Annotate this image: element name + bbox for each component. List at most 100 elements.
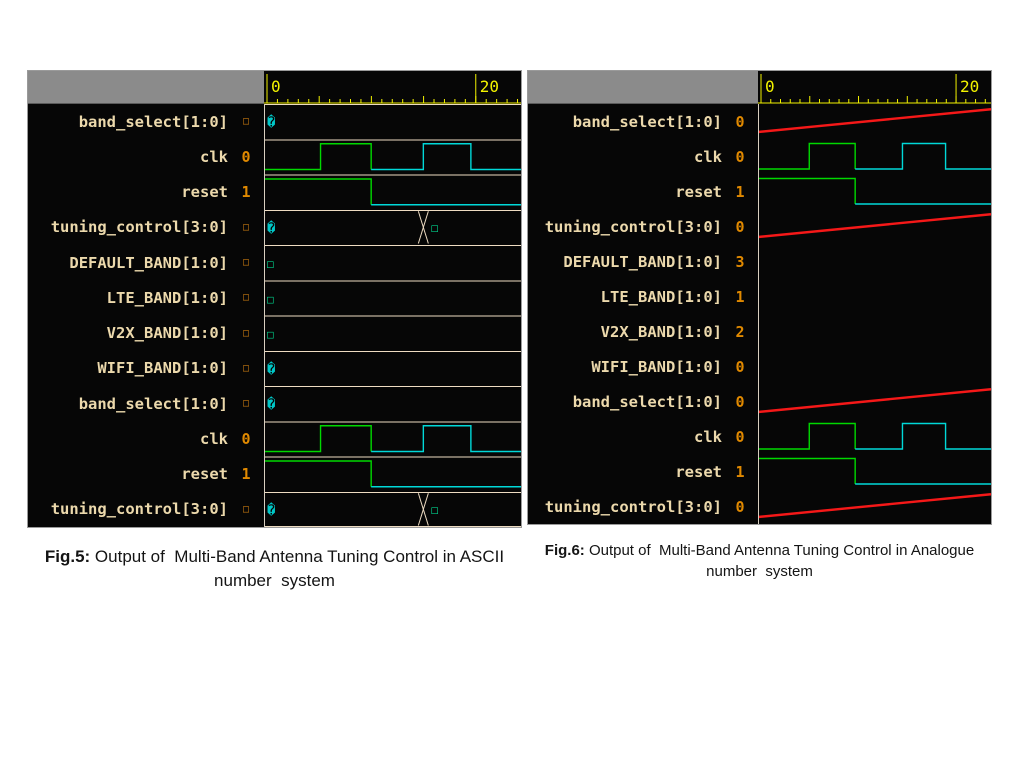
signal-row[interactable]: band_select[1:0] 0 bbox=[528, 384, 758, 419]
signal-name: LTE_BAND[1:0] bbox=[600, 287, 722, 306]
signal-row[interactable]: LTE_BAND[1:0] 1 bbox=[528, 279, 758, 314]
signal-row[interactable]: V2X_BAND[1:0] □ bbox=[28, 316, 264, 351]
signal-value: 1 bbox=[735, 182, 745, 201]
signal-row[interactable]: band_select[1:0] □ bbox=[28, 104, 264, 139]
signal-row[interactable]: band_select[1:0] □ bbox=[28, 386, 264, 421]
signal-name: clk bbox=[200, 147, 228, 166]
signal-row[interactable]: tuning_control[3:0] □ bbox=[28, 492, 264, 527]
wave-bus: □ bbox=[267, 328, 274, 341]
signal-value: 0 bbox=[735, 217, 745, 236]
wave-ramp bbox=[758, 493, 991, 519]
names-header bbox=[28, 71, 264, 104]
wave-ramp bbox=[758, 108, 991, 134]
signal-name: V2X_BAND[1:0] bbox=[106, 324, 228, 343]
signal-value: 0 bbox=[735, 427, 745, 446]
signal-value: 2 bbox=[735, 322, 745, 341]
wave-step bbox=[264, 460, 521, 488]
signal-name: tuning_control[3:0] bbox=[544, 217, 722, 236]
svg-text:0: 0 bbox=[271, 77, 281, 96]
signal-row[interactable]: band_select[1:0] 0 bbox=[528, 104, 758, 139]
signal-name: tuning_control[3:0] bbox=[544, 497, 722, 516]
signal-value: □ bbox=[242, 398, 250, 410]
fig6-caption: Fig.6: Output of Multi-Band Antenna Tuni… bbox=[527, 540, 992, 582]
signal-value: □ bbox=[242, 503, 250, 515]
wave-bus: □� bbox=[267, 211, 438, 244]
fig6-caption-label: Fig.6: bbox=[544, 542, 585, 559]
fig6-caption-line1: Output of Multi-Band Antenna Tuning Cont… bbox=[584, 542, 975, 559]
signal-value: □ bbox=[242, 362, 250, 374]
signal-name: V2X_BAND[1:0] bbox=[600, 322, 722, 341]
signal-row[interactable]: reset 1 bbox=[528, 174, 758, 209]
waveform-panel-fig6: 0 20 band_select[1:0] 0 clk 0 reset 1 tuning_co… bbox=[527, 70, 992, 525]
waveform-panel-fig5: 0 20 band_select[1:0] □ clk 0 reset 1 tuning_co… bbox=[27, 70, 522, 528]
names-header bbox=[528, 71, 758, 104]
svg-text:20: 20 bbox=[480, 77, 499, 96]
signal-value: 0 bbox=[735, 392, 745, 411]
signal-value: 0 bbox=[735, 112, 745, 131]
signal-name: band_select[1:0] bbox=[572, 112, 722, 131]
svg-text:�: � bbox=[267, 219, 275, 236]
signal-value: 0 bbox=[735, 147, 745, 166]
signal-name: LTE_BAND[1:0] bbox=[106, 288, 228, 307]
signal-row[interactable]: LTE_BAND[1:0] □ bbox=[28, 280, 264, 315]
signal-row[interactable]: reset 1 bbox=[528, 454, 758, 489]
wave-ramp bbox=[758, 388, 991, 414]
signal-row[interactable]: WIFI_BAND[1:0] 0 bbox=[528, 349, 758, 384]
signal-value: 0 bbox=[241, 429, 251, 448]
signal-name: tuning_control[3:0] bbox=[50, 500, 228, 519]
svg-text:□: □ bbox=[431, 221, 438, 234]
signal-name: clk bbox=[200, 429, 228, 448]
signal-value: 1 bbox=[735, 462, 745, 481]
signal-name: reset bbox=[181, 465, 228, 484]
svg-text:□: □ bbox=[267, 258, 274, 271]
fig5-caption-line1: Output of Multi-Band Antenna Tuning Cont… bbox=[90, 547, 505, 566]
signal-name: DEFAULT_BAND[1:0] bbox=[563, 252, 722, 271]
signal-row[interactable]: clk 0 bbox=[528, 419, 758, 454]
wave-step bbox=[264, 178, 521, 206]
signal-name: clk bbox=[694, 427, 722, 446]
fig5-caption-label: Fig.5: bbox=[44, 547, 91, 566]
signal-row[interactable]: clk 0 bbox=[28, 421, 264, 456]
signal-row[interactable]: tuning_control[3:0] 0 bbox=[528, 209, 758, 244]
signal-row[interactable]: V2X_BAND[1:0] 2 bbox=[528, 314, 758, 349]
signal-row[interactable]: clk 0 bbox=[28, 139, 264, 174]
wave-clock bbox=[264, 143, 521, 171]
signal-name: band_select[1:0] bbox=[78, 112, 228, 131]
wave-clock bbox=[758, 142, 991, 170]
signal-row[interactable]: tuning_control[3:0] 0 bbox=[528, 489, 758, 524]
timeline-ruler: 0 20 bbox=[758, 74, 991, 104]
signal-value: 1 bbox=[735, 287, 745, 306]
svg-text:□: □ bbox=[431, 503, 438, 516]
wave-bus: � bbox=[267, 396, 275, 413]
signal-value: □ bbox=[242, 257, 250, 269]
wave-clock bbox=[758, 422, 991, 450]
signal-value: 1 bbox=[241, 183, 251, 202]
svg-text:�: � bbox=[267, 360, 275, 377]
svg-text:0: 0 bbox=[765, 77, 775, 96]
wave-bus: □ bbox=[267, 293, 274, 306]
waveform-canvas bbox=[758, 104, 991, 524]
signal-row[interactable]: DEFAULT_BAND[1:0] □ bbox=[28, 245, 264, 280]
signal-row[interactable]: reset 1 bbox=[28, 457, 264, 492]
signal-row[interactable]: reset 1 bbox=[28, 175, 264, 210]
signal-row[interactable]: WIFI_BAND[1:0] □ bbox=[28, 351, 264, 386]
signal-row[interactable]: tuning_control[3:0] □ bbox=[28, 210, 264, 245]
svg-text:□: □ bbox=[267, 328, 274, 341]
timeline-ruler: 0 20 bbox=[264, 74, 521, 104]
signal-name: reset bbox=[675, 182, 722, 201]
row-separators bbox=[264, 104, 521, 527]
signal-row[interactable]: clk 0 bbox=[528, 139, 758, 174]
svg-text:�: � bbox=[267, 114, 275, 131]
svg-text:20: 20 bbox=[960, 77, 979, 96]
signal-name: tuning_control[3:0] bbox=[50, 218, 228, 237]
signal-value: 1 bbox=[241, 465, 251, 484]
wave-ramp bbox=[758, 213, 991, 239]
wave-bus: � bbox=[267, 360, 275, 377]
fig5-caption-line2: number system bbox=[214, 571, 335, 590]
wave-bus: � bbox=[267, 114, 275, 131]
wave-step bbox=[758, 457, 991, 485]
signal-name: reset bbox=[675, 462, 722, 481]
signal-row[interactable]: DEFAULT_BAND[1:0] 3 bbox=[528, 244, 758, 279]
signal-value: 0 bbox=[735, 357, 745, 376]
signal-list: band_select[1:0] □ clk 0 reset 1 tuning_contro… bbox=[28, 104, 264, 527]
